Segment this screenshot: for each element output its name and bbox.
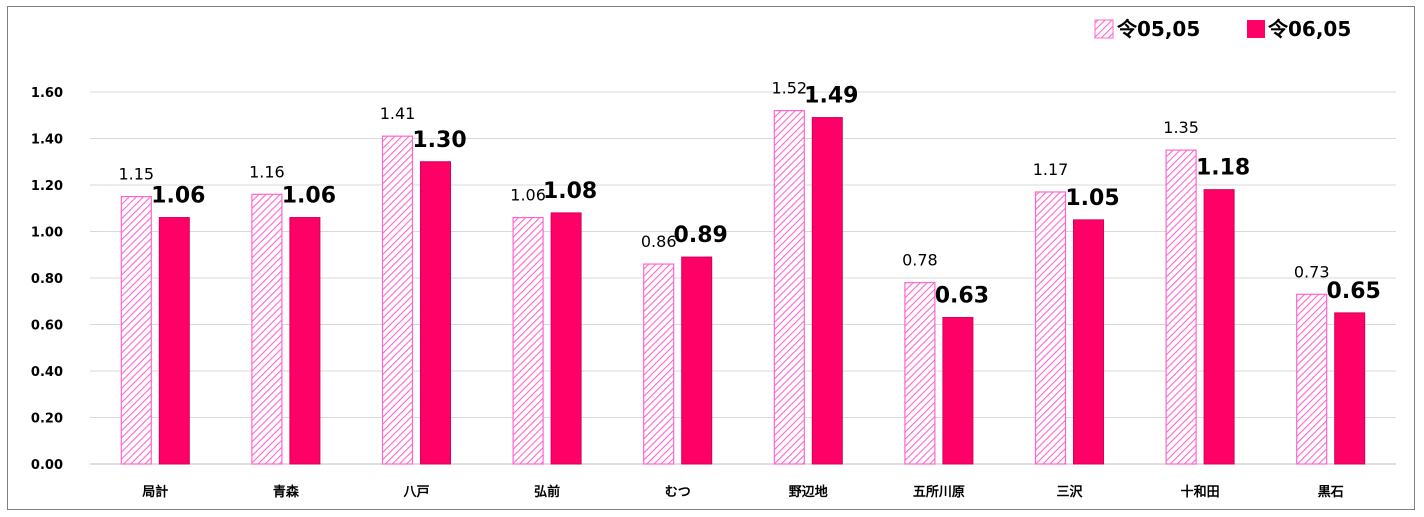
bar-series-2 — [1073, 219, 1104, 465]
data-label-series-2: 0.65 — [1327, 279, 1381, 304]
x-tick-label: 局計 — [142, 484, 168, 500]
bars — [120, 109, 1366, 465]
x-axis: 局計 青森 八戸 弘前 むつ 野辺地 五所川原 三沢 十和田 黒石 — [142, 484, 1343, 500]
y-tick-label: 0.20 — [31, 412, 63, 427]
bar-series-1 — [773, 109, 805, 465]
bar-series-1 — [1296, 293, 1328, 465]
bar-series-1 — [904, 282, 936, 465]
bar-series-2 — [681, 256, 713, 465]
x-tick-label: 野辺地 — [789, 484, 828, 500]
data-label-series-1: 1.15 — [118, 165, 154, 184]
bar-series-2 — [1334, 312, 1366, 465]
data-label-series-1: 0.86 — [641, 232, 677, 251]
legend-swatch-series-1 — [1094, 19, 1114, 39]
bar-series-1 — [512, 216, 544, 465]
data-label-series-2: 1.49 — [804, 84, 858, 109]
data-label-series-1: 1.06 — [510, 186, 546, 205]
data-label-series-1: 1.16 — [249, 162, 285, 181]
bar-series-1 — [120, 196, 152, 465]
data-label-series-2: 1.18 — [1196, 156, 1250, 181]
bar-series-1 — [1165, 149, 1197, 465]
bar-series-2 — [811, 117, 843, 465]
legend: 令05,05 令06,05 — [1094, 17, 1351, 41]
bar-series-1 — [1034, 191, 1067, 465]
data-label-series-2: 1.06 — [151, 184, 205, 209]
data-label-series-2: 0.63 — [935, 284, 989, 309]
gridlines — [90, 91, 1396, 465]
data-label-series-2: 0.89 — [674, 223, 728, 248]
data-label-series-1: 0.78 — [902, 251, 938, 270]
y-tick-label: 0.00 — [31, 458, 63, 473]
x-tick-label: むつ — [665, 485, 691, 500]
data-label-series-2: 1.08 — [543, 179, 597, 204]
y-tick-label: 1.00 — [31, 226, 63, 241]
legend-label-series-2: 令06,05 — [1268, 17, 1351, 41]
y-tick-label: 1.20 — [31, 179, 63, 194]
bar-series-1 — [643, 263, 675, 465]
data-label-series-1: 1.41 — [380, 104, 416, 123]
data-label-series-2: 1.30 — [412, 128, 466, 153]
x-tick-label: 三沢 — [1056, 484, 1083, 500]
y-tick-label: 0.80 — [31, 272, 63, 287]
y-tick-label: 0.60 — [31, 319, 63, 334]
bar-series-2 — [158, 217, 190, 465]
bar-series-2 — [550, 212, 582, 465]
bar-series-2 — [420, 161, 451, 465]
bar-series-2 — [289, 217, 321, 465]
data-label-series-1: 1.52 — [771, 79, 807, 98]
data-label-series-1: 1.17 — [1033, 160, 1069, 179]
bar-series-1 — [251, 193, 283, 465]
x-tick-label: 黒石 — [1318, 484, 1344, 500]
bar-series-2 — [942, 317, 974, 465]
bar-series-2 — [1203, 189, 1235, 465]
data-label-series-1: 0.73 — [1294, 262, 1330, 281]
x-tick-label: 弘前 — [534, 484, 560, 500]
y-tick-label: 1.40 — [31, 133, 63, 148]
data-label-series-2: 1.06 — [282, 184, 336, 209]
y-axis: 0.00 0.20 0.40 0.60 0.80 1.00 1.20 1.40 1.60 — [31, 86, 63, 473]
x-tick-label: 八戸 — [402, 485, 429, 500]
bar-series-1 — [381, 135, 414, 465]
legend-label-series-1: 令05,05 — [1117, 17, 1200, 41]
x-tick-label: 五所川原 — [913, 484, 965, 500]
y-tick-label: 0.40 — [31, 365, 63, 380]
legend-swatch-series-2 — [1247, 20, 1265, 38]
data-label-series-1: 1.35 — [1163, 118, 1199, 137]
data-labels: 1.151.061.161.061.411.301.061.080.860.89… — [118, 79, 1380, 309]
y-tick-label: 1.60 — [31, 86, 63, 101]
x-tick-label: 青森 — [273, 484, 300, 500]
x-tick-label: 十和田 — [1181, 484, 1220, 500]
data-label-series-2: 1.05 — [1065, 186, 1119, 211]
